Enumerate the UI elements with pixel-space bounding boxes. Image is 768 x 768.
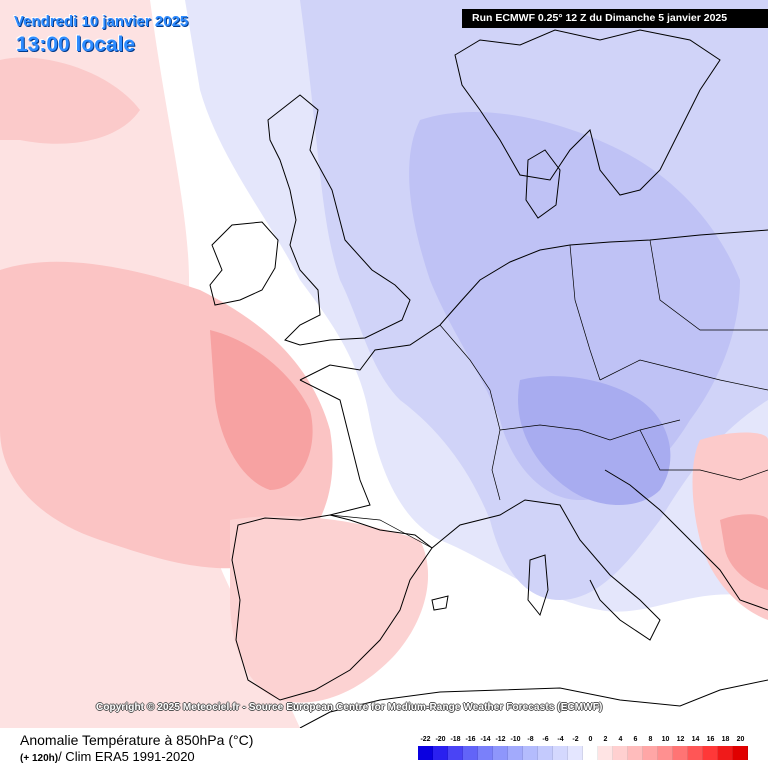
- coast-ireland: [209, 221, 279, 306]
- color-scale-tick-label: 16: [706, 736, 715, 743]
- color-scale-cell: [523, 746, 538, 760]
- color-scale-tick-label: -20: [435, 736, 446, 743]
- color-scale-cell: [508, 746, 523, 760]
- legend-subtitle: (+ 120h)/ Clim ERA5 1991-2020: [20, 749, 195, 764]
- color-scale-cell: [733, 746, 748, 760]
- coast-italy: [431, 499, 661, 641]
- color-scale-cell: [553, 746, 568, 760]
- color-scale-cell: [583, 746, 598, 760]
- temperature-anomaly-field: [0, 0, 768, 729]
- color-scale-cell: [658, 746, 673, 760]
- coast-north-africa: [299, 679, 768, 729]
- color-scale-cell: [673, 746, 688, 760]
- border-central: [599, 359, 768, 391]
- field-warm-mid: [0, 261, 333, 569]
- legend-climatology: / Clim ERA5 1991-2020: [58, 749, 195, 764]
- color-scale-cell: [448, 746, 463, 760]
- coast-iberia: [231, 514, 433, 701]
- color-scale-cell: [538, 746, 553, 760]
- color-scale-tick-label: -12: [495, 736, 506, 743]
- forecast-date: Vendredi 10 janvier 2025: [14, 13, 189, 30]
- coast-balearics: [431, 595, 449, 611]
- color-scale-cell: [568, 746, 583, 760]
- color-scale-tick-label: -6: [542, 736, 549, 743]
- color-scale-tick-label: -4: [557, 736, 564, 743]
- color-scale-cell: [643, 746, 658, 760]
- border-pyrenees: [329, 514, 433, 549]
- field-warm-northwest: [0, 57, 140, 144]
- border-poland: [649, 239, 768, 331]
- color-scale-cell: [433, 746, 448, 760]
- legend-title: Anomalie Température à 850hPa (°C): [20, 732, 254, 748]
- color-scale: -22 -20 -18 -16 -14 -12 -10 -8 -6 -4 -2 0 2 4 6 8 10 12 14…: [418, 736, 750, 762]
- forecast-time: 13:00 locale: [16, 33, 136, 56]
- color-scale-tick-label: -16: [465, 736, 476, 743]
- field-cool-strong: [409, 111, 740, 500]
- color-scale-cell: [463, 746, 478, 760]
- coastlines: [209, 29, 768, 729]
- coast-great-britain: [267, 94, 411, 346]
- color-scale-tick-label: -22: [420, 736, 431, 743]
- border-germany-east: [569, 244, 601, 381]
- coast-corsica-sardinia: [527, 554, 549, 617]
- color-scale-cell: [478, 746, 493, 760]
- color-scale-tick-label: 6: [633, 736, 638, 743]
- color-scale-cell: [613, 746, 628, 760]
- color-scale-cell: [718, 746, 733, 760]
- color-scale-tick-label: 20: [736, 736, 745, 743]
- borders: [329, 239, 768, 549]
- border-alps: [499, 419, 681, 441]
- color-scale-tick-label: 10: [661, 736, 670, 743]
- border-balkans: [639, 429, 768, 481]
- coast-north-continent: [299, 229, 768, 381]
- color-scale-tick-label: 4: [618, 736, 623, 743]
- legend-lead-time: (+ 120h): [20, 753, 59, 764]
- color-scale-cell: [493, 746, 508, 760]
- color-scale-tick-label: 2: [603, 736, 608, 743]
- color-scale-tick-label: 14: [691, 736, 700, 743]
- color-scale-tick-label: 12: [676, 736, 685, 743]
- color-scale-cell: [703, 746, 718, 760]
- run-info-banner: Run ECMWF 0.25° 12 Z du Dimanche 5 janvi…: [462, 9, 768, 28]
- color-scale-cell: [418, 746, 433, 760]
- color-scale-tick-label: -18: [450, 736, 461, 743]
- border-france-east: [439, 324, 501, 501]
- coast-denmark: [525, 149, 561, 219]
- color-scale-cell: [688, 746, 703, 760]
- coast-scandinavia: [454, 29, 721, 196]
- field-warm-strong-biscay: [210, 330, 313, 490]
- color-scale-cell: [628, 746, 643, 760]
- coast-france-west: [299, 379, 371, 516]
- color-scale-tick-label: 0: [588, 736, 593, 743]
- field-warm-iberia: [230, 516, 429, 703]
- color-scale-tick-label: -8: [527, 736, 534, 743]
- color-scale-tick-label: 8: [648, 736, 653, 743]
- field-warm-southeast-core: [720, 514, 768, 590]
- anomaly-map: [0, 0, 768, 729]
- color-scale-bar: [418, 746, 748, 760]
- color-scale-tick-label: -14: [480, 736, 491, 743]
- color-scale-cell: [598, 746, 613, 760]
- color-scale-tick-label: -10: [510, 736, 521, 743]
- color-scale-tick-label: 18: [721, 736, 730, 743]
- color-scale-tick-label: -2: [572, 736, 579, 743]
- coast-balkans: [604, 469, 768, 611]
- copyright-notice: Copyright © 2025 Meteociel.fr - Source E…: [96, 702, 603, 713]
- field-cool-deep: [518, 376, 671, 505]
